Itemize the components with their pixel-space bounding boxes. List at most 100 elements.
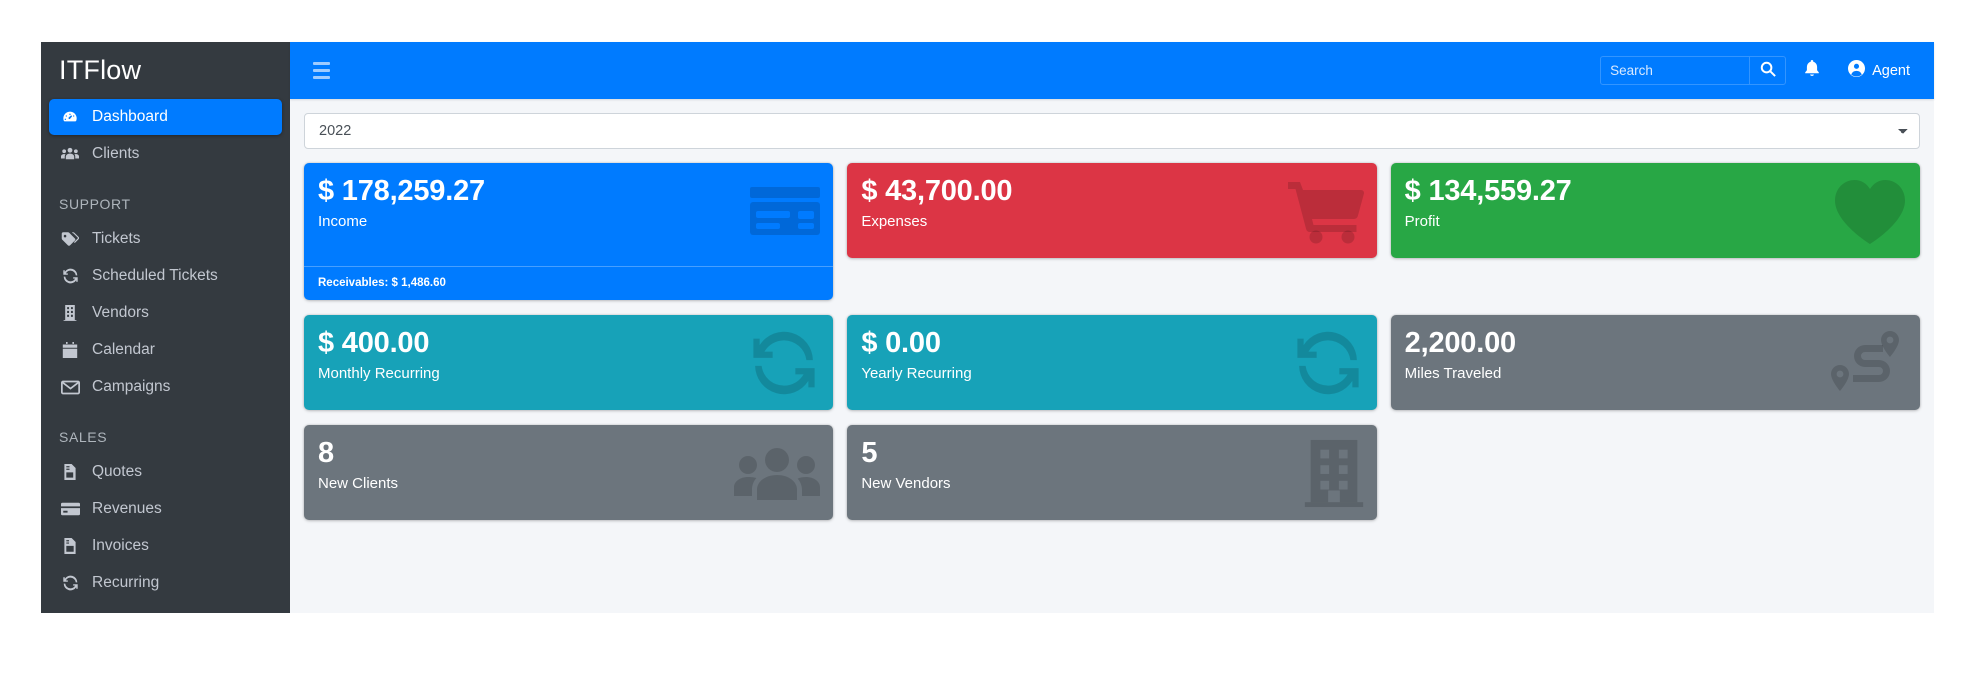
stat-card-col: $ 43,700.00 Expenses xyxy=(840,163,1383,300)
card-label: Miles Traveled xyxy=(1404,365,1502,383)
sidebar-item-label: Vendors xyxy=(92,304,149,321)
sync-icon xyxy=(59,575,81,591)
sidebar-item-label: Recurring xyxy=(92,574,160,591)
stat-card-new-clients[interactable]: 8 New Clients xyxy=(304,425,834,520)
sidebar: ITFlow Dashboard Clients SUPPORT xyxy=(41,42,290,613)
file-invoice-icon xyxy=(59,464,81,480)
sidebar-item-vendors[interactable]: Vendors xyxy=(49,295,282,331)
notifications-button[interactable] xyxy=(1786,49,1838,93)
clients-icon xyxy=(59,146,81,162)
brand-logo[interactable]: ITFlow xyxy=(59,55,142,85)
main-area: Agent 2022 $ 178,259.27 Income xyxy=(290,42,1934,613)
card-body: $ 0.00 Yearly Recurring xyxy=(847,315,1376,410)
card-label: Profit xyxy=(1404,213,1440,231)
card-footer: Receivables: $ 1,486.60 xyxy=(318,277,446,289)
card-value: $ 134,559.27 xyxy=(1404,175,1572,207)
sidebar-item-label: Quotes xyxy=(92,463,142,480)
sidebar-item-label: Tickets xyxy=(92,230,141,247)
sidebar-section-support: SUPPORT xyxy=(59,196,131,212)
envelope-icon xyxy=(59,380,81,395)
card-body: 5 New Vendors xyxy=(847,425,1376,520)
sidebar-item-label: Revenues xyxy=(92,500,162,517)
stat-card-profit[interactable]: $ 134,559.27 Profit xyxy=(1390,163,1920,258)
card-value: $ 0.00 xyxy=(861,327,941,359)
card-body: $ 134,559.27 Profit xyxy=(1391,163,1920,258)
sidebar-item-label: Calendar xyxy=(92,341,155,358)
sidebar-item-clients[interactable]: Clients xyxy=(49,136,282,172)
file-dollar-icon: $ xyxy=(59,538,81,554)
stat-card-new-vendors[interactable]: 5 New Vendors xyxy=(847,425,1377,520)
sidebar-item-quotes[interactable]: Quotes xyxy=(49,454,282,490)
sync-icon xyxy=(59,268,81,284)
card-divider xyxy=(304,266,834,267)
hamburger-icon[interactable] xyxy=(304,54,338,88)
credit-card-icon xyxy=(59,502,81,516)
dashboard-icon xyxy=(59,109,81,125)
sidebar-item-dashboard[interactable]: Dashboard xyxy=(49,99,282,135)
search-input[interactable] xyxy=(1601,57,1750,84)
sidebar-item-label: Campaigns xyxy=(92,378,171,395)
card-label: New Vendors xyxy=(861,475,951,493)
card-label: Income xyxy=(318,213,368,231)
stat-card-col: 5 New Vendors xyxy=(840,425,1383,520)
card-body: $ 43,700.00 Expenses xyxy=(847,163,1376,258)
sidebar-item-scheduled-tickets[interactable]: Scheduled Tickets xyxy=(49,258,282,294)
user-circle-icon xyxy=(1848,60,1866,81)
card-label: Expenses xyxy=(861,213,928,231)
search-group xyxy=(1600,56,1787,85)
card-body: 2,200.00 Miles Traveled xyxy=(1391,315,1920,410)
stat-card-col: $ 134,559.27 Profit xyxy=(1384,163,1927,300)
bell-icon xyxy=(1804,59,1820,82)
app-window: ITFlow Dashboard Clients SUPPORT xyxy=(41,42,1934,613)
content-area: 2022 $ 178,259.27 Income Rece xyxy=(290,99,1934,613)
year-filter-select[interactable]: 2022 xyxy=(304,113,1920,149)
card-value: 8 xyxy=(318,437,334,469)
sidebar-nav: Dashboard Clients SUPPORT Tickets xyxy=(41,99,290,601)
calendar-icon xyxy=(59,342,81,358)
search-icon xyxy=(1760,61,1776,80)
card-value: $ 178,259.27 xyxy=(318,175,485,207)
sidebar-item-label: Invoices xyxy=(92,537,149,554)
hamburger-bar xyxy=(312,62,330,65)
stat-card-col: 8 New Clients xyxy=(297,425,840,520)
sidebar-item-label: Dashboard xyxy=(92,108,168,125)
building-icon xyxy=(59,305,81,321)
hamburger-bar xyxy=(312,69,330,72)
search-button[interactable] xyxy=(1749,57,1785,84)
sidebar-item-label: Scheduled Tickets xyxy=(92,267,218,284)
card-value: 5 xyxy=(861,437,878,469)
card-value: $ 43,700.00 xyxy=(861,175,1013,207)
sidebar-item-recurring[interactable]: Recurring xyxy=(49,565,282,601)
stat-card-expenses[interactable]: $ 43,700.00 Expenses xyxy=(847,163,1377,258)
stat-card-col: $ 0.00 Yearly Recurring xyxy=(840,315,1383,410)
stat-card-miles-traveled[interactable]: 2,200.00 Miles Traveled xyxy=(1390,315,1920,410)
stat-card-yearly-recurring[interactable]: $ 0.00 Yearly Recurring xyxy=(847,315,1377,410)
stat-card-col: $ 400.00 Monthly Recurring xyxy=(297,315,840,410)
svg-text:$: $ xyxy=(68,547,72,553)
tag-icon xyxy=(59,231,81,247)
stat-card-col: 2,200.00 Miles Traveled xyxy=(1384,315,1927,410)
hamburger-bar xyxy=(312,76,330,79)
user-menu[interactable]: Agent xyxy=(1838,60,1916,81)
sidebar-item-revenues[interactable]: Revenues xyxy=(49,491,282,527)
stat-card-income[interactable]: $ 178,259.27 Income Receivables: $ 1,486… xyxy=(304,163,834,300)
card-body: 8 New Clients xyxy=(304,425,833,520)
sidebar-item-tickets[interactable]: Tickets xyxy=(49,221,282,257)
navbar-right: Agent xyxy=(1600,49,1916,93)
stat-card-monthly-recurring[interactable]: $ 400.00 Monthly Recurring xyxy=(304,315,834,410)
stat-card-col: $ 178,259.27 Income Receivables: $ 1,486… xyxy=(297,163,840,300)
top-navbar: Agent xyxy=(290,42,1934,99)
sidebar-item-label: Clients xyxy=(92,145,140,162)
sidebar-item-invoices[interactable]: $ Invoices xyxy=(49,528,282,564)
card-body: $ 400.00 Monthly Recurring xyxy=(304,315,833,410)
card-label: New Clients xyxy=(318,475,399,493)
card-body: $ 178,259.27 Income xyxy=(304,163,833,258)
card-label: Yearly Recurring xyxy=(861,365,972,383)
sidebar-item-calendar[interactable]: Calendar xyxy=(49,332,282,368)
sidebar-section-sales: SALES xyxy=(59,429,108,445)
sidebar-item-campaigns[interactable]: Campaigns xyxy=(49,369,282,405)
stat-cards-grid: $ 178,259.27 Income Receivables: $ 1,486… xyxy=(297,163,1927,535)
user-menu-label: Agent xyxy=(1872,62,1910,79)
card-value: $ 400.00 xyxy=(318,327,430,359)
card-label: Monthly Recurring xyxy=(318,365,440,383)
